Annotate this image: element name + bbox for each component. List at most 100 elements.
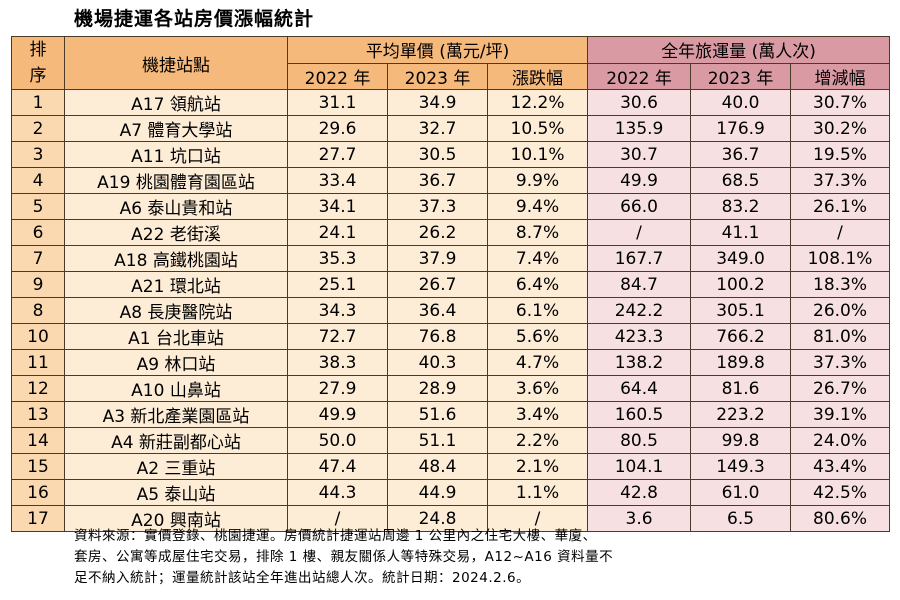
price-change-cell: 6.4% <box>486 271 589 298</box>
price-2023-cell: 26.2 <box>387 219 488 246</box>
ridership-change-cell: / <box>790 219 891 246</box>
price-2023-cell: 36.4 <box>387 297 488 324</box>
note-line: 足不納入統計；運量統計該站全年進出站總人次。統計日期：2024.2.6。 <box>74 570 531 586</box>
ridership-change-cell: 43.4% <box>790 453 891 480</box>
price-2023-cell: 34.9 <box>387 89 488 116</box>
rank-cell: 7 <box>11 245 65 272</box>
table-row: 7 A18 高鐵桃園站 35.3 37.9 7.4% 167.7 349.0 108.1% <box>11 245 891 272</box>
station-cell: A21 環北站 <box>64 271 288 298</box>
ridership-2023-cell: 176.9 <box>690 115 792 142</box>
rank-cell: 3 <box>11 141 65 168</box>
rank-cell: 6 <box>11 219 65 246</box>
station-cell: A5 泰山站 <box>64 479 288 506</box>
price-change-cell: / <box>486 505 589 532</box>
rank-cell: 15 <box>11 453 65 480</box>
ridership-change-cell: 37.3% <box>790 349 891 376</box>
ridership-2022-cell: 30.7 <box>587 141 692 168</box>
ridership-2022-cell: 167.7 <box>587 245 692 272</box>
ridership-2023-cell: 41.1 <box>690 219 792 246</box>
rank-cell: 5 <box>11 193 65 220</box>
ridership-change-cell: 30.2% <box>790 115 891 142</box>
rank-cell: 8 <box>11 297 65 324</box>
price-2023-cell: 40.3 <box>387 349 488 376</box>
station-cell: A1 台北車站 <box>64 323 288 350</box>
table-row: 5 A6 泰山貴和站 34.1 37.3 9.4% 66.0 83.2 26.1% <box>11 193 891 220</box>
station-cell: A8 長庚醫院站 <box>64 297 288 324</box>
ridership-change-cell: 39.1% <box>790 401 891 428</box>
table-row: 6 A22 老街溪 24.1 26.2 8.7%/41.1/ <box>11 219 891 246</box>
price-2022-header: 2022 年 <box>287 62 388 90</box>
price-2022-cell: 34.1 <box>287 193 388 220</box>
price-2022-cell: 49.9 <box>287 401 388 428</box>
table-row: 14 A4 新莊副都心站 50.0 51.1 2.2% 80.5 99.8 24.0% <box>11 427 891 454</box>
table-row: 8 A8 長庚醫院站 34.3 36.4 6.1% 242.2 305.1 26.0% <box>11 297 891 324</box>
price-change-cell: 9.4% <box>486 193 589 220</box>
price-change-cell: 3.6% <box>486 375 589 402</box>
station-cell: A17 領航站 <box>64 89 288 116</box>
ridership-2022-cell: 3.6 <box>587 505 692 532</box>
station-cell: A4 新莊副都心站 <box>64 427 288 454</box>
table-body: 1 A17 領航站 31.1 34.9 12.2% 30.6 40.0 30.7% 2 A7 體育… <box>11 89 891 532</box>
ridership-2022-cell: 160.5 <box>587 401 692 428</box>
ridership-change-cell: 26.7% <box>790 375 891 402</box>
rank-cell: 2 <box>11 115 65 142</box>
rank-cell: 10 <box>11 323 65 350</box>
ridership-change-cell: 108.1% <box>790 245 891 272</box>
price-change-header: 漲跌幅 <box>486 62 589 90</box>
station-cell: A6 泰山貴和站 <box>64 193 288 220</box>
price-2022-cell: 47.4 <box>287 453 388 480</box>
station-cell: A9 林口站 <box>64 349 288 376</box>
price-2022-cell: 24.1 <box>287 219 388 246</box>
ridership-2022-cell: 135.9 <box>587 115 692 142</box>
price-2023-cell: 37.3 <box>387 193 488 220</box>
station-cell: A10 山鼻站 <box>64 375 288 402</box>
table-row: 4 A19 桃園體育園區站 33.4 36.7 9.9% 49.9 68.5 37.3% <box>11 167 891 194</box>
rank-cell: 16 <box>11 479 65 506</box>
ridership-change-cell: 24.0% <box>790 427 891 454</box>
ridership-2022-cell: 80.5 <box>587 427 692 454</box>
ridership-2023-cell: 349.0 <box>690 245 792 272</box>
price-change-cell: 2.1% <box>486 453 589 480</box>
ridership-2022-cell: 242.2 <box>587 297 692 324</box>
ridership-change-cell: 80.6% <box>790 505 891 532</box>
price-change-cell: 10.1% <box>486 141 589 168</box>
table-row: 10 A1 台北車站 72.7 76.8 5.6% 423.3 766.2 81.0% <box>11 323 891 350</box>
price-2023-cell: 37.9 <box>387 245 488 272</box>
price-2022-cell: 25.1 <box>287 271 388 298</box>
price-2023-cell: 76.8 <box>387 323 488 350</box>
price-change-cell: 2.2% <box>486 427 589 454</box>
price-change-cell: 5.6% <box>486 323 589 350</box>
price-2023-cell: 30.5 <box>387 141 488 168</box>
price-2022-cell: 44.3 <box>287 479 388 506</box>
price-2022-cell: 34.3 <box>287 297 388 324</box>
ridership-2023-cell: 61.0 <box>690 479 792 506</box>
price-change-cell: 3.4% <box>486 401 589 428</box>
price-2022-cell: 35.3 <box>287 245 388 272</box>
price-2023-cell: 36.7 <box>387 167 488 194</box>
price-change-cell: 6.1% <box>486 297 589 324</box>
ridership-change-cell: 81.0% <box>790 323 891 350</box>
ridership-2023-cell: 36.7 <box>690 141 792 168</box>
price-2023-cell: 32.7 <box>387 115 488 142</box>
rank-cell: 13 <box>11 401 65 428</box>
price-2023-header: 2023 年 <box>387 62 488 90</box>
source-notes: 資料來源：實價登錄、桃園捷運。房價統計捷運站周邊 1 公里內之住宅大樓、華廈、 … <box>74 526 864 589</box>
ridership-2022-cell: 104.1 <box>587 453 692 480</box>
station-price-table: 排 序 機捷站點 平均單價 (萬元/坪) 全年旅運量 (萬人次) 2022 年 … <box>11 36 891 532</box>
price-change-cell: 7.4% <box>486 245 589 272</box>
ridership-2022-header: 2022 年 <box>587 62 692 90</box>
ridership-2022-cell: 30.6 <box>587 89 692 116</box>
rank-cell: 14 <box>11 427 65 454</box>
price-2023-cell: 44.9 <box>387 479 488 506</box>
station-cell: A2 三重站 <box>64 453 288 480</box>
station-cell: A3 新北產業園區站 <box>64 401 288 428</box>
ridership-2023-cell: 68.5 <box>690 167 792 194</box>
ridership-2023-cell: 83.2 <box>690 193 792 220</box>
price-2022-cell: / <box>287 505 388 532</box>
ridership-2022-cell: 64.4 <box>587 375 692 402</box>
table-row: 15 A2 三重站 47.4 48.4 2.1% 104.1 149.3 43.4% <box>11 453 891 480</box>
price-change-cell: 10.5% <box>486 115 589 142</box>
ridership-2023-cell: 189.8 <box>690 349 792 376</box>
ridership-change-cell: 19.5% <box>790 141 891 168</box>
price-change-cell: 9.9% <box>486 167 589 194</box>
